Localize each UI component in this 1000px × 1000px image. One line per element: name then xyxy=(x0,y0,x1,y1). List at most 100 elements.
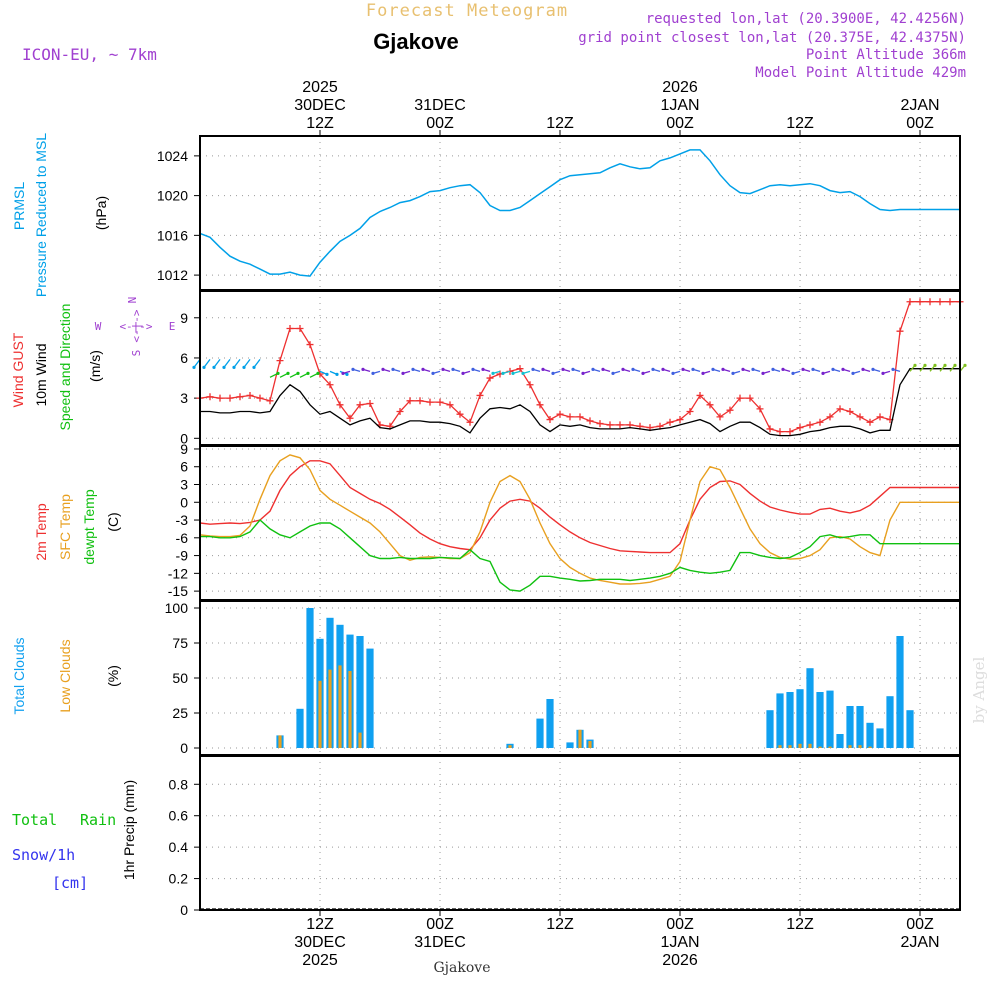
low-clouds-bar xyxy=(508,745,512,748)
wind-arrow-head xyxy=(601,367,605,371)
ytick-label-pressure-3: 1024 xyxy=(157,148,188,164)
gust-marker xyxy=(686,408,694,416)
label-ms: (m/s) xyxy=(87,350,103,382)
wind-arrow-head xyxy=(771,367,775,371)
gust-marker xyxy=(456,410,464,418)
wind-arrow-head xyxy=(721,367,725,371)
total-clouds-bar xyxy=(566,742,574,748)
wind-arrow-head xyxy=(341,371,345,375)
gust-marker xyxy=(736,394,744,402)
wind-direction-arrow xyxy=(203,358,211,368)
gust-marker xyxy=(236,393,244,401)
total-clouds-bar xyxy=(836,734,844,748)
wind-arrow-head xyxy=(681,367,685,371)
bottom-time-label: 1JAN xyxy=(660,934,699,951)
gust-marker xyxy=(246,391,254,399)
wind-arrow-head xyxy=(963,363,967,367)
gust-marker xyxy=(856,413,864,421)
wind-arrow-head xyxy=(316,371,320,375)
compass-n: N xyxy=(126,297,139,304)
ytick-label-pressure-2: 1020 xyxy=(157,188,188,204)
grid-point-coords: grid point closest lon,lat (20.375E, 42.… xyxy=(578,30,966,46)
ytick-label-wind-3: 9 xyxy=(180,310,188,326)
wind-arrow-head xyxy=(401,371,405,375)
compass-s: S xyxy=(130,350,143,357)
wind-arrow-head xyxy=(881,371,885,375)
ytick-label-temp-2: -9 xyxy=(176,548,189,564)
ytick-label-clouds-4: 100 xyxy=(165,600,189,616)
watermark: by Angel xyxy=(970,656,988,723)
total-clouds-bar xyxy=(776,693,784,748)
compass-e: E xyxy=(169,320,176,333)
total-clouds-bar xyxy=(806,668,814,748)
wind-arrow-head xyxy=(851,371,855,375)
ytick-label-precip-2: 0.4 xyxy=(169,839,189,855)
wind-arrow-head xyxy=(751,367,755,371)
gust-marker xyxy=(836,405,844,413)
total-clouds-bar xyxy=(906,710,914,748)
wind-arrow-head xyxy=(381,367,385,371)
gust-marker xyxy=(826,413,834,421)
label-dewpt-temp: dewpt Temp xyxy=(81,489,97,564)
requested-coords: requested lon,lat (20.3900E, 42.4256N) xyxy=(646,11,966,27)
gust-marker xyxy=(526,381,534,389)
wind-arrow-head xyxy=(232,365,236,369)
footer-location: Gjakove xyxy=(434,960,491,976)
wind-arrow-head xyxy=(521,371,525,375)
gust-marker xyxy=(396,408,404,416)
wind-direction-arrow xyxy=(223,358,231,368)
gust-marker xyxy=(896,327,904,335)
wind-direction-arrow xyxy=(233,358,241,368)
bottom-time-label: 12Z xyxy=(786,916,814,933)
wind-arrow-head xyxy=(306,371,310,375)
wind-arrow-head xyxy=(701,371,705,375)
gust-marker xyxy=(356,401,364,409)
wind-arrow-head xyxy=(591,367,595,371)
ytick-label-pressure-0: 1012 xyxy=(157,267,188,283)
label-cm: [cm] xyxy=(52,874,88,892)
total-clouds-bar xyxy=(306,608,314,748)
total-clouds-bar xyxy=(296,708,304,748)
top-time-label: 12Z xyxy=(546,115,574,132)
label-snow: Snow/1h xyxy=(12,846,75,864)
gust-marker xyxy=(346,414,354,422)
gust-marker xyxy=(846,408,854,416)
ytick-label-wind-0: 0 xyxy=(180,430,188,446)
label-total-clouds: Total Clouds xyxy=(11,637,27,714)
wind-arrow-head xyxy=(761,371,765,375)
compass-ew-arrows: <-|-> xyxy=(119,320,152,333)
wind-arrow-head xyxy=(621,367,625,371)
wind-arrow-head xyxy=(711,367,715,371)
label-hpa: (hPa) xyxy=(93,196,109,230)
ytick-label-clouds-0: 0 xyxy=(180,740,188,756)
wind-arrow-head xyxy=(276,371,280,375)
label-wind-gust: Wind GUST xyxy=(10,332,26,407)
ytick-label-clouds-1: 25 xyxy=(172,705,188,721)
wind-arrow-head xyxy=(461,371,465,375)
ytick-label-pressure-1: 1016 xyxy=(157,227,188,243)
wind-arrow-head xyxy=(651,367,655,371)
wind-arrow-head xyxy=(871,367,875,371)
top-time-label: 2JAN xyxy=(900,97,939,114)
gust-marker xyxy=(746,394,754,402)
gust-marker xyxy=(866,418,874,426)
wind-arrow-head xyxy=(923,363,927,367)
wind-arrow-head xyxy=(781,367,785,371)
wind-arrow-head xyxy=(451,367,455,371)
total-clouds-bar xyxy=(846,706,854,748)
gust-marker xyxy=(706,401,714,409)
wind-arrow-head xyxy=(421,367,425,371)
point-altitude: Point Altitude 366m xyxy=(806,47,966,63)
gust-marker xyxy=(426,398,434,406)
label-10m-wind: 10m Wind xyxy=(33,343,49,406)
gust-marker xyxy=(596,420,604,428)
top-time-label: 12Z xyxy=(786,115,814,132)
low-clouds-bar xyxy=(338,665,342,748)
panel-temp: -15 -12-9 -6 -3 03 6 9 xyxy=(168,441,960,600)
total-clouds-bar xyxy=(356,636,364,748)
bottom-time-label: 12Z xyxy=(546,916,574,933)
gust-marker xyxy=(226,394,234,402)
gust-marker xyxy=(926,298,934,306)
wind-arrow-head xyxy=(335,372,339,376)
total-clouds-bar xyxy=(896,636,904,748)
